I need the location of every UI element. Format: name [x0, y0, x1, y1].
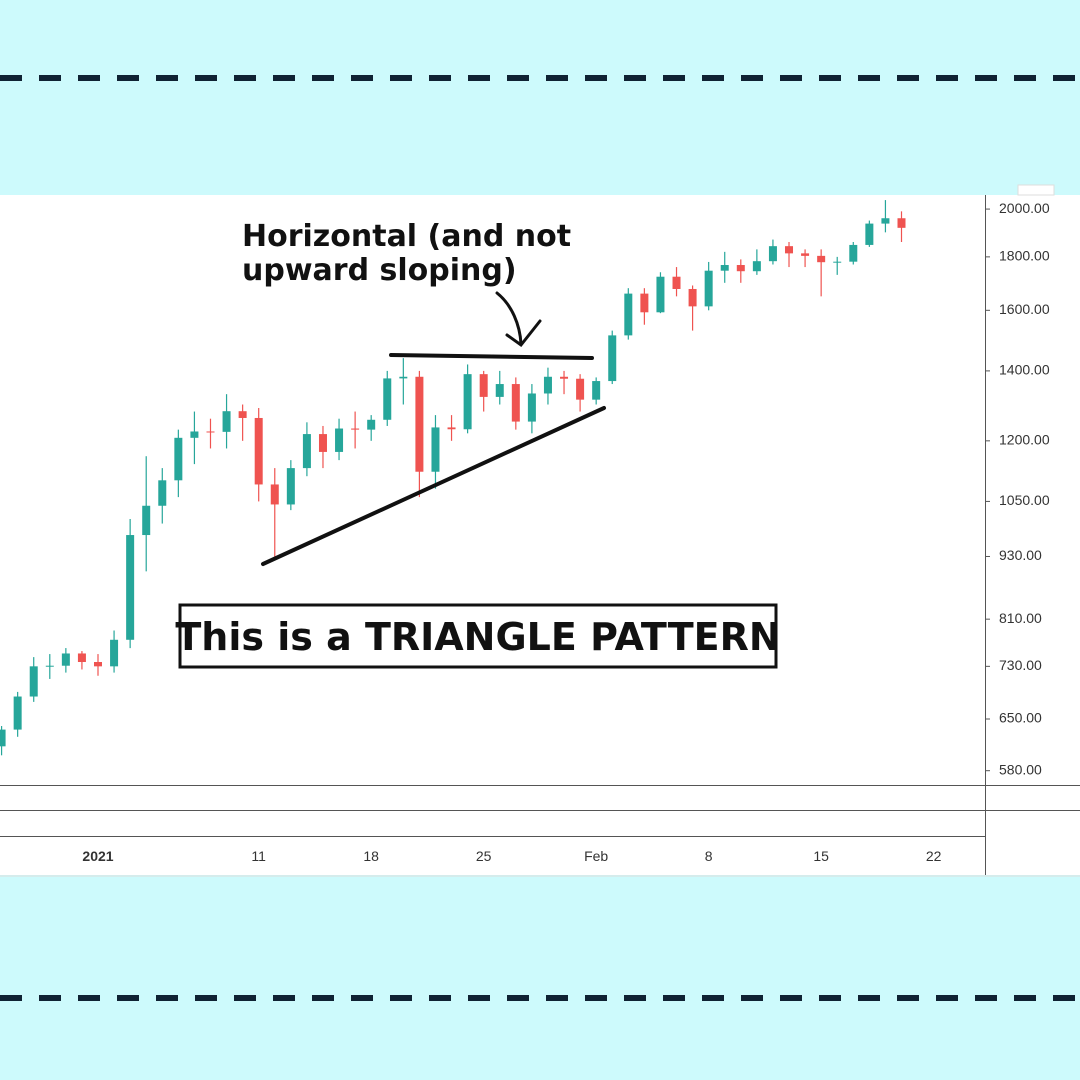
- y-tick-label: 2000.00: [999, 200, 1050, 216]
- annotation: upward sloping): [242, 253, 517, 288]
- y-tick-label: 1400.00: [999, 362, 1050, 378]
- candle-body: [270, 484, 279, 505]
- x-tick-label: 18: [363, 848, 379, 864]
- candle-body: [335, 428, 344, 452]
- candle-body: [126, 535, 135, 640]
- candle-body: [238, 411, 247, 418]
- candle-body: [45, 665, 54, 667]
- candle-body: [801, 253, 810, 256]
- candle-body: [672, 276, 681, 289]
- candle-body: [110, 639, 119, 667]
- candle-body: [318, 434, 327, 452]
- annotation: Horizontal (and not: [242, 219, 571, 254]
- candle-body: [302, 434, 311, 469]
- candle-body: [286, 468, 295, 505]
- candle-body: [576, 378, 585, 400]
- arrow: [495, 291, 542, 348]
- x-tick-label: 11: [251, 848, 266, 864]
- candle-body: [865, 223, 874, 245]
- y-tick-label: 1200.00: [999, 432, 1050, 448]
- candle-body: [206, 431, 215, 433]
- candle-body: [415, 376, 424, 472]
- candle-body: [222, 411, 231, 432]
- x-tick-label: 15: [813, 848, 829, 864]
- candle-body: [351, 428, 360, 430]
- candle-body: [560, 376, 569, 379]
- candle-body: [608, 335, 617, 382]
- y-tick-label: 1050.00: [999, 492, 1050, 508]
- candle-body: [367, 419, 376, 430]
- candle-body: [881, 218, 890, 224]
- candle-body: [13, 696, 22, 730]
- candle-body: [897, 218, 906, 228]
- candle-body: [768, 246, 777, 262]
- x-tick-label: 8: [705, 848, 713, 864]
- y-tick-label: 810.00: [999, 610, 1042, 626]
- candle-body: [704, 270, 713, 307]
- candle-body: [736, 265, 745, 272]
- x-tick-label: 25: [476, 848, 492, 864]
- y-tick-label: 930.00: [999, 547, 1042, 563]
- candle-body: [495, 384, 504, 397]
- candle-body: [543, 376, 552, 394]
- x-tick-label: 2021: [82, 848, 113, 864]
- label-box: [178, 603, 778, 669]
- chart-panel: [0, 195, 1080, 875]
- candle-body: [849, 244, 858, 262]
- y-tick-label: 580.00: [999, 761, 1042, 777]
- candle-body: [399, 376, 408, 379]
- candle-body: [592, 381, 601, 400]
- candle-body: [479, 374, 488, 397]
- candle-body: [640, 293, 649, 313]
- candle-body: [833, 261, 842, 263]
- support-line: [261, 406, 606, 566]
- candles: [0, 200, 906, 756]
- y-tick-label: 730.00: [999, 657, 1042, 673]
- candle-body: [688, 288, 697, 307]
- box-label: This is a TRIANGLE PATTERN: [175, 615, 780, 659]
- y-tick-label: 1800.00: [999, 248, 1050, 264]
- candle-body: [785, 246, 794, 254]
- candle-body: [61, 653, 70, 666]
- candle-body: [94, 662, 102, 667]
- y-tick-label: 1600.00: [999, 301, 1050, 317]
- candle-body: [383, 378, 392, 420]
- x-tick-label: Feb: [584, 848, 608, 864]
- candle-body: [190, 431, 199, 438]
- resistance-line: [389, 353, 594, 360]
- candle-body: [817, 255, 826, 263]
- candle-body: [142, 505, 151, 536]
- x-tick-label: 22: [926, 848, 942, 864]
- candle-body: [77, 653, 86, 663]
- candle-body: [656, 276, 665, 313]
- candle-body: [624, 293, 633, 336]
- y-tick-label: 650.00: [999, 710, 1042, 726]
- candle-body: [254, 417, 263, 485]
- candle-body: [174, 437, 183, 481]
- candle-body: [720, 265, 729, 271]
- candle-body: [511, 384, 520, 422]
- candle-body: [463, 374, 472, 430]
- candle-body: [29, 666, 38, 697]
- candle-body: [431, 427, 440, 472]
- candle-body: [527, 393, 536, 422]
- button[interactable]: [1017, 184, 1055, 196]
- candle-body: [752, 261, 761, 272]
- candle-body: [447, 427, 456, 430]
- candle-body: [0, 729, 6, 747]
- candle-body: [158, 480, 167, 506]
